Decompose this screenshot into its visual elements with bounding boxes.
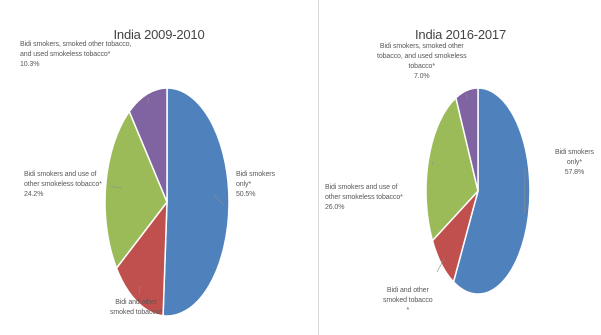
chart-panel-2009-2010: India 2009-2010 Bidi smokers only* 50.5% Bi… xyxy=(20,27,275,318)
pie-chart-2009-2010 xyxy=(104,87,230,317)
slice-label-line: tobacco, and used smokeless xyxy=(377,53,467,60)
leader-line xyxy=(524,167,526,215)
leader-line xyxy=(147,97,149,103)
pie-slice xyxy=(128,87,168,203)
slice-label: Bidi smokers and use of other smokeless t… xyxy=(24,170,102,200)
slice-label-line: Bidi smokers, smoked other tobacco, xyxy=(20,41,132,48)
pie-slice xyxy=(104,109,168,270)
slice-label: Bidi smokers, smoked other tobacco, and u… xyxy=(377,42,467,82)
slice-label: Bidi smokers, smoked other tobacco, and u… xyxy=(20,40,131,70)
slice-label-line: Bidi smokers and use of xyxy=(24,171,97,178)
slice-value-label: 26.0% xyxy=(325,204,345,211)
slice-label-line: only* xyxy=(566,159,582,166)
slice-label-line: smoked tobacco* xyxy=(110,309,163,316)
slice-label-line: tobacco* xyxy=(408,63,436,70)
slice-label: Bidi smokers only* 50.5% xyxy=(236,170,275,200)
leader-line xyxy=(213,194,225,206)
pie-slice xyxy=(455,87,479,192)
pie-slice xyxy=(452,87,531,295)
slice-label: Bidi and other smoked tobacco * xyxy=(383,286,433,316)
slice-label-line: Bidi and other xyxy=(115,299,157,306)
pie-slice xyxy=(162,87,230,317)
slice-value-label: 10.3% xyxy=(20,61,40,68)
slice-label-line: Bidi smokers xyxy=(236,171,275,178)
leader-line xyxy=(465,93,468,99)
leader-line xyxy=(139,285,141,294)
chart-title: India 2016-2017 xyxy=(415,27,506,42)
slice-label-line: Bidi smokers, smoked other xyxy=(379,43,464,50)
slice-label-line: * xyxy=(406,307,410,314)
slice-label-line: and used smokeless tobacco* xyxy=(20,51,111,58)
slice-label-line: other smokeless tobacco* xyxy=(325,194,403,201)
leader-line xyxy=(431,161,433,166)
slice-label-line: other smokeless tobacco* xyxy=(24,181,102,188)
slice-label-line: Bidi and other xyxy=(386,287,429,294)
leader-line xyxy=(436,258,445,273)
slice-label-line: smoked tobacco xyxy=(383,297,433,304)
pie-slice xyxy=(425,96,479,243)
slice-value-label: 50.5% xyxy=(236,191,256,198)
chart-panel-2016-2017: India 2016-2017 Bidi smokers only* 57.8% Bi… xyxy=(318,0,601,335)
pie-chart-2016-2017 xyxy=(425,87,531,295)
slice-label-line: Bidi smokers xyxy=(555,149,594,156)
slice-value-label: 7.0% xyxy=(413,73,430,80)
pie-slice xyxy=(115,199,168,317)
slice-label: Bidi and other smoked tobacco* xyxy=(110,298,162,318)
slice-label: Bidi smokers and use of other smokeless t… xyxy=(325,183,403,213)
slice-value-label: 57.8% xyxy=(564,169,585,176)
slice-value-label: 24.2% xyxy=(24,191,44,198)
slice-label-line: Bidi smokers and use of xyxy=(325,184,398,191)
chart-title: India 2009-2010 xyxy=(113,27,205,42)
slice-label: Bidi smokers only* 57.8% xyxy=(555,148,594,178)
slice-label-line: only* xyxy=(236,181,252,188)
leader-line xyxy=(110,186,123,189)
